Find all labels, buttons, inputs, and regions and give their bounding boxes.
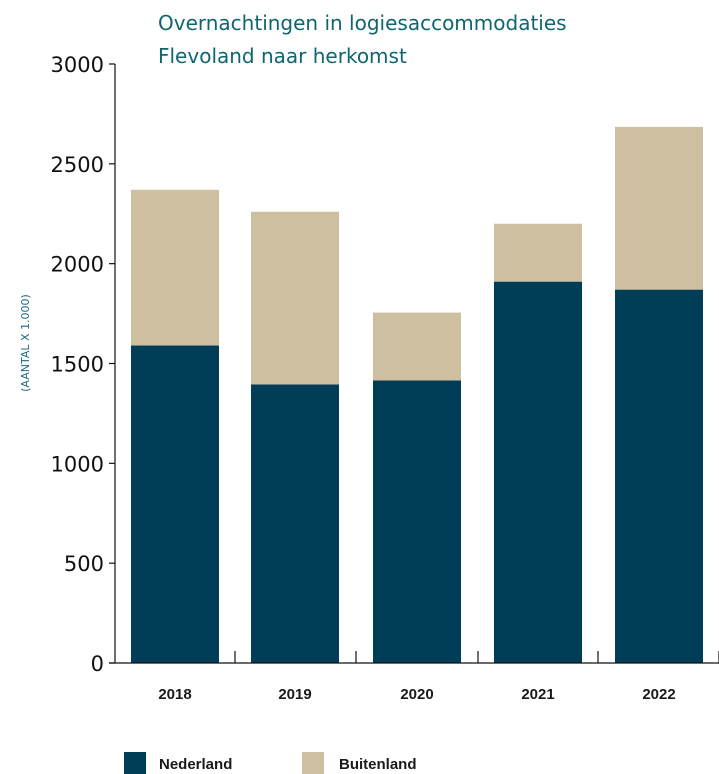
y-tick-label: 1500 bbox=[51, 353, 104, 377]
bar-nederland-2019 bbox=[251, 384, 339, 663]
bar-buitenland-2019 bbox=[251, 211, 339, 385]
y-tick-label: 2500 bbox=[51, 153, 104, 177]
y-tick-label: 2000 bbox=[51, 253, 104, 277]
x-tick-label: 2020 bbox=[400, 686, 433, 703]
bar-buitenland-2022 bbox=[615, 126, 703, 290]
y-tick-label: 1000 bbox=[51, 452, 104, 476]
legend-swatch-buitenland bbox=[302, 752, 324, 774]
bar-buitenland-2021 bbox=[494, 223, 582, 282]
legend: Nederland Buitenland bbox=[124, 752, 417, 774]
legend-label-buitenland: Buitenland bbox=[339, 756, 417, 773]
y-axis-label: (AANTAL X 1.000) bbox=[19, 294, 32, 392]
x-tick-label: 2019 bbox=[278, 686, 311, 703]
y-tick-label: 3000 bbox=[51, 53, 104, 77]
bar-buitenland-2018 bbox=[131, 189, 219, 346]
legend-swatch-nederland bbox=[124, 752, 146, 774]
y-tick-label: 0 bbox=[91, 652, 104, 676]
bar-nederland-2022 bbox=[615, 289, 703, 663]
bar-buitenland-2020 bbox=[373, 312, 461, 381]
x-tick-label: 2022 bbox=[642, 686, 675, 703]
x-tick-label: 2018 bbox=[158, 686, 191, 703]
y-tick-label: 500 bbox=[64, 552, 104, 576]
chart-title-line-1: Overnachtingen in logiesaccommodaties bbox=[158, 11, 567, 35]
chart-title-line-2: Flevoland naar herkomst bbox=[158, 44, 407, 68]
bars bbox=[131, 126, 703, 663]
legend-label-nederland: Nederland bbox=[159, 756, 232, 773]
x-tick-label: 2021 bbox=[521, 686, 554, 703]
y-axis-ticks: 0 500 1000 1500 2000 2500 3000 bbox=[51, 53, 115, 676]
bar-nederland-2018 bbox=[131, 345, 219, 663]
x-axis-ticks: 2018 2019 2020 2021 2022 bbox=[158, 651, 719, 703]
bar-nederland-2020 bbox=[373, 380, 461, 663]
bar-nederland-2021 bbox=[494, 281, 582, 663]
